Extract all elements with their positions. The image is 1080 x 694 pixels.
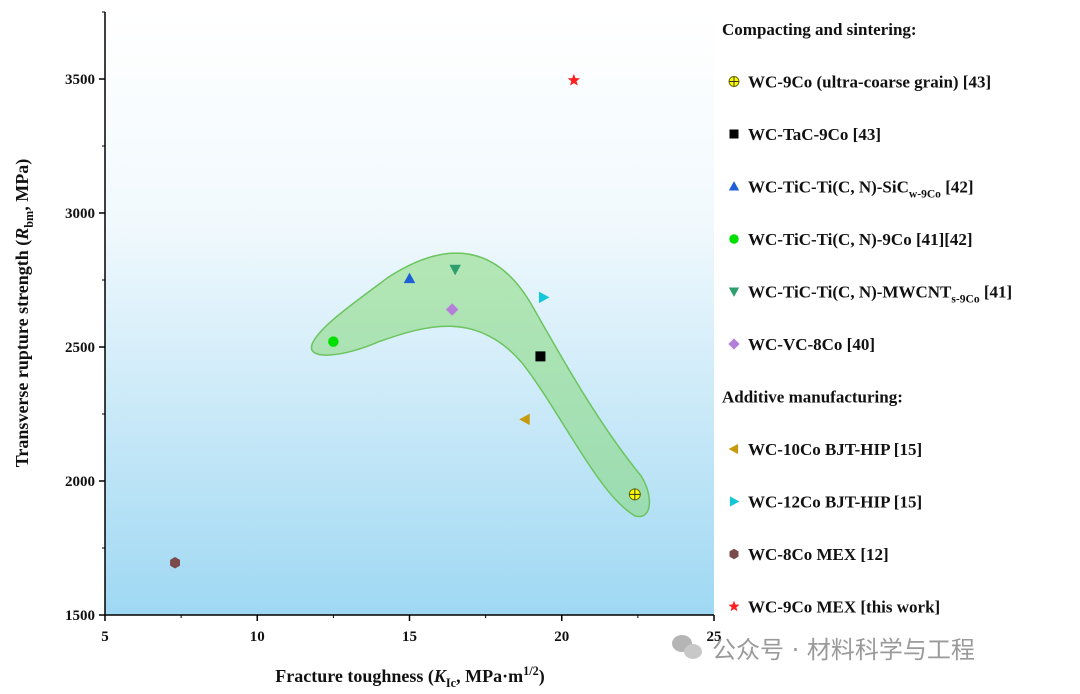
legend-entry-label: WC-TiC-Ti(C, N)-SiCw-9Co​ [42] (748, 178, 974, 201)
y-tick-label: 2500 (65, 340, 95, 356)
x-tick-label: 15 (402, 629, 417, 645)
x-tick-label: 10 (250, 629, 265, 645)
x-tick-label: 25 (707, 629, 722, 645)
legend-marker (729, 496, 740, 507)
x-tick-label: 5 (101, 629, 109, 645)
data-point (519, 413, 530, 426)
legend-marker (728, 181, 740, 191)
y-axis-title: Transverse rupture strength (Rbm​, MPa) (12, 159, 36, 467)
y-tick-label: 1500 (65, 608, 95, 624)
legend-group-heading: Compacting and sintering: (722, 20, 917, 39)
legend: Compacting and sintering: WC-9Co (ultra-c… (722, 20, 1012, 617)
legend-entry-label: WC-TiC-Ti(C, N)-9Co [41][42] (748, 230, 973, 249)
data-point (628, 488, 641, 501)
y-tick-label: 3500 (65, 72, 95, 88)
watermark: 公众号 · 材料科学与工程 (672, 630, 975, 665)
wechat-icon (672, 634, 704, 661)
legend-group-heading: Additive manufacturing: (722, 388, 903, 407)
legend-marker (728, 287, 740, 297)
y-tick-label: 3000 (65, 206, 95, 222)
data-point (328, 336, 339, 347)
data-point (170, 557, 180, 569)
legend-marker (728, 76, 740, 87)
legend-marker (729, 129, 739, 139)
highlight-region (310, 252, 651, 518)
data-point (538, 291, 550, 304)
legend-entry-label: WC-10Co BJT-HIP [15] (748, 440, 922, 459)
legend-entry-label: WC-9Co MEX [this work] (748, 598, 940, 617)
x-axis-title: Fracture toughness (KIc​, MPa·m1/2​) (275, 664, 545, 690)
legend-entry-label: WC-12Co BJT-HIP [15] (748, 493, 922, 512)
x-tick-label: 20 (554, 629, 569, 645)
legend-entry-label: WC-8Co MEX [12] (748, 545, 889, 564)
data-point (535, 351, 546, 362)
legend-marker (728, 338, 740, 350)
legend-entry-label: WC-9Co (ultra-coarse grain) [43] (748, 73, 991, 92)
data-point (567, 73, 581, 86)
legend-marker (729, 234, 739, 244)
legend-entry-label: WC-TiC-Ti(C, N)-MWCNTs-9Co​ [41] (748, 283, 1012, 306)
data-point (445, 303, 459, 316)
watermark-text: 公众号 · 材料科学与工程 (712, 636, 975, 664)
legend-marker (728, 443, 739, 455)
legend-marker (728, 600, 740, 612)
highlight-region-layer (310, 252, 651, 518)
legend-entry-label: WC-VC-8Co [40] (748, 335, 875, 354)
legend-marker (729, 548, 739, 560)
data-points (170, 73, 641, 569)
data-point (403, 272, 416, 284)
axes: 5 10 15 20 25 1500 2000 2500 3000 3500 (65, 11, 722, 645)
legend-entry-label: WC-TaC-9Co [43] (748, 125, 881, 144)
data-point (449, 264, 461, 276)
y-tick-label: 2000 (65, 474, 95, 490)
